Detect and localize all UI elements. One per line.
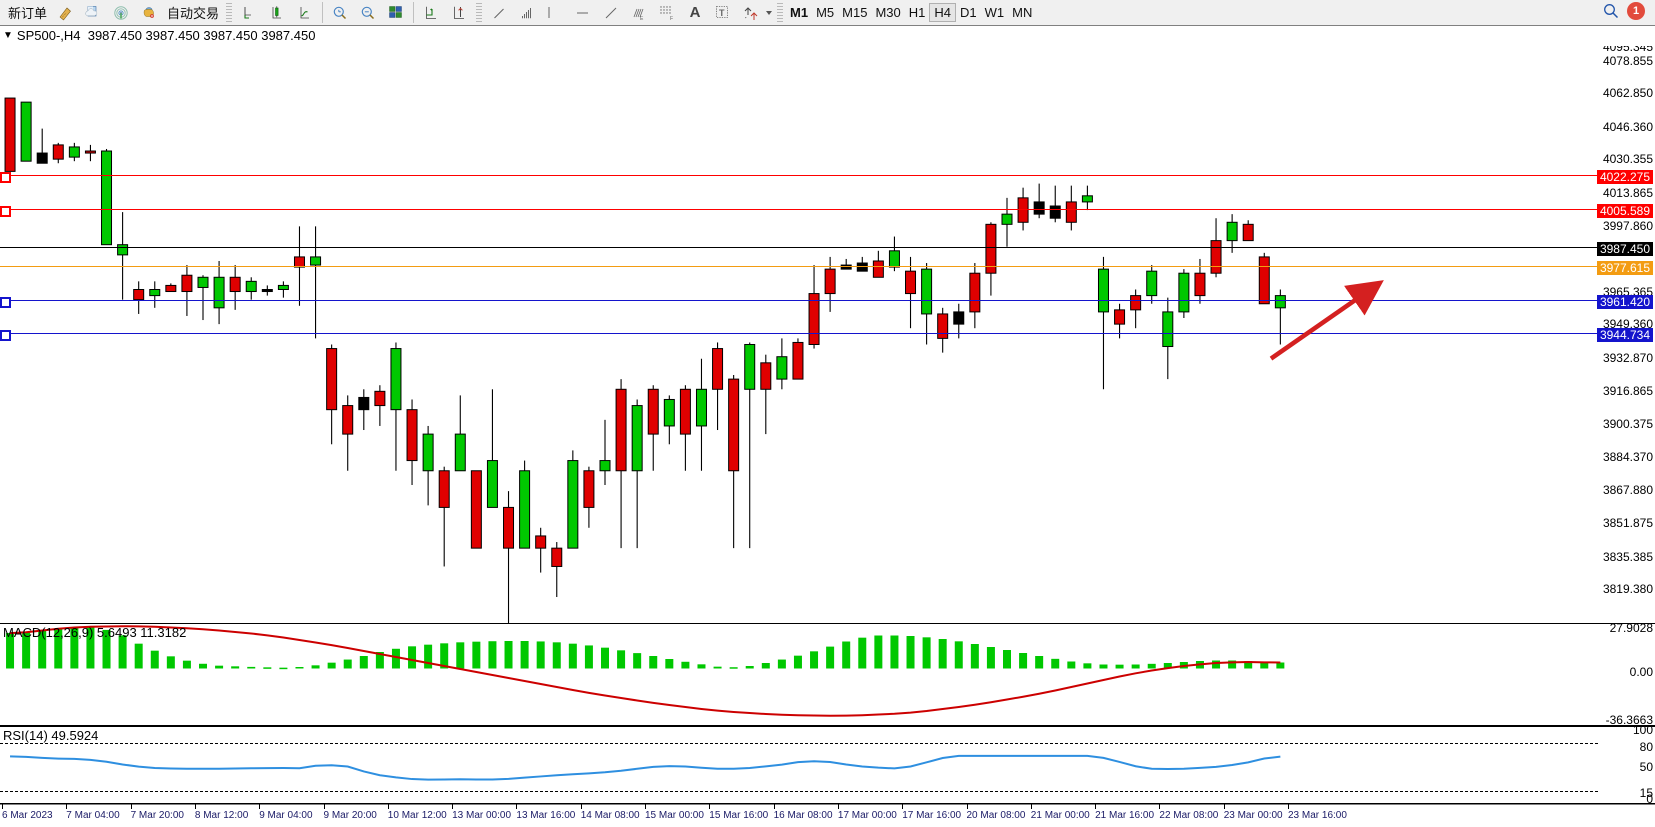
svg-text:F: F <box>670 16 673 21</box>
svg-text:E: E <box>640 16 644 21</box>
svg-text:T: T <box>719 8 725 18</box>
